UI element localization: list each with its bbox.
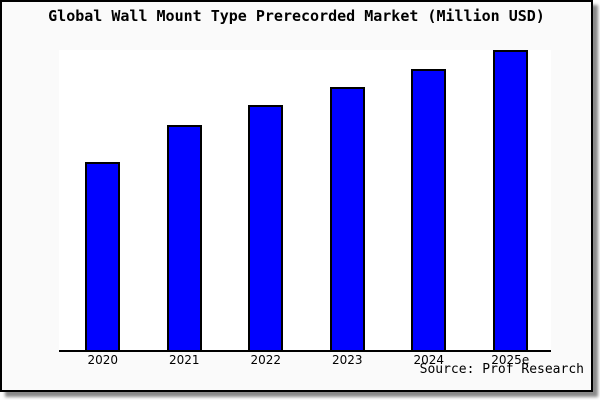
bar-2024 xyxy=(411,69,447,350)
bar-2021 xyxy=(166,125,202,350)
x-axis-labels: 2020 2021 2022 2023 2024 2025e xyxy=(59,353,551,367)
bar-2020 xyxy=(85,162,121,350)
chart-frame: Global Wall Mount Type Prerecorded Marke… xyxy=(0,0,593,392)
bar-2022 xyxy=(248,105,284,350)
x-tick-label-2023: 2023 xyxy=(331,353,363,367)
bar-slot xyxy=(470,50,552,350)
chart-title: Global Wall Mount Type Prerecorded Marke… xyxy=(48,7,545,25)
x-tick-label-2025e: 2025e xyxy=(491,353,530,367)
source-note: Source: Prof Research xyxy=(419,362,584,377)
bar-slot xyxy=(307,50,389,350)
x-tick-label-2022: 2022 xyxy=(250,353,282,367)
bar-slot xyxy=(388,50,470,350)
bar-slot xyxy=(144,50,226,350)
x-tick-label-2020: 2020 xyxy=(87,353,119,367)
x-tick-label-2021: 2021 xyxy=(168,353,200,367)
x-tick-label-2024: 2024 xyxy=(413,353,445,367)
bar-slot xyxy=(62,50,144,350)
bar-2023 xyxy=(329,87,365,350)
bar-2025e xyxy=(492,50,528,350)
bar-slot xyxy=(225,50,307,350)
plot-area xyxy=(59,50,551,352)
